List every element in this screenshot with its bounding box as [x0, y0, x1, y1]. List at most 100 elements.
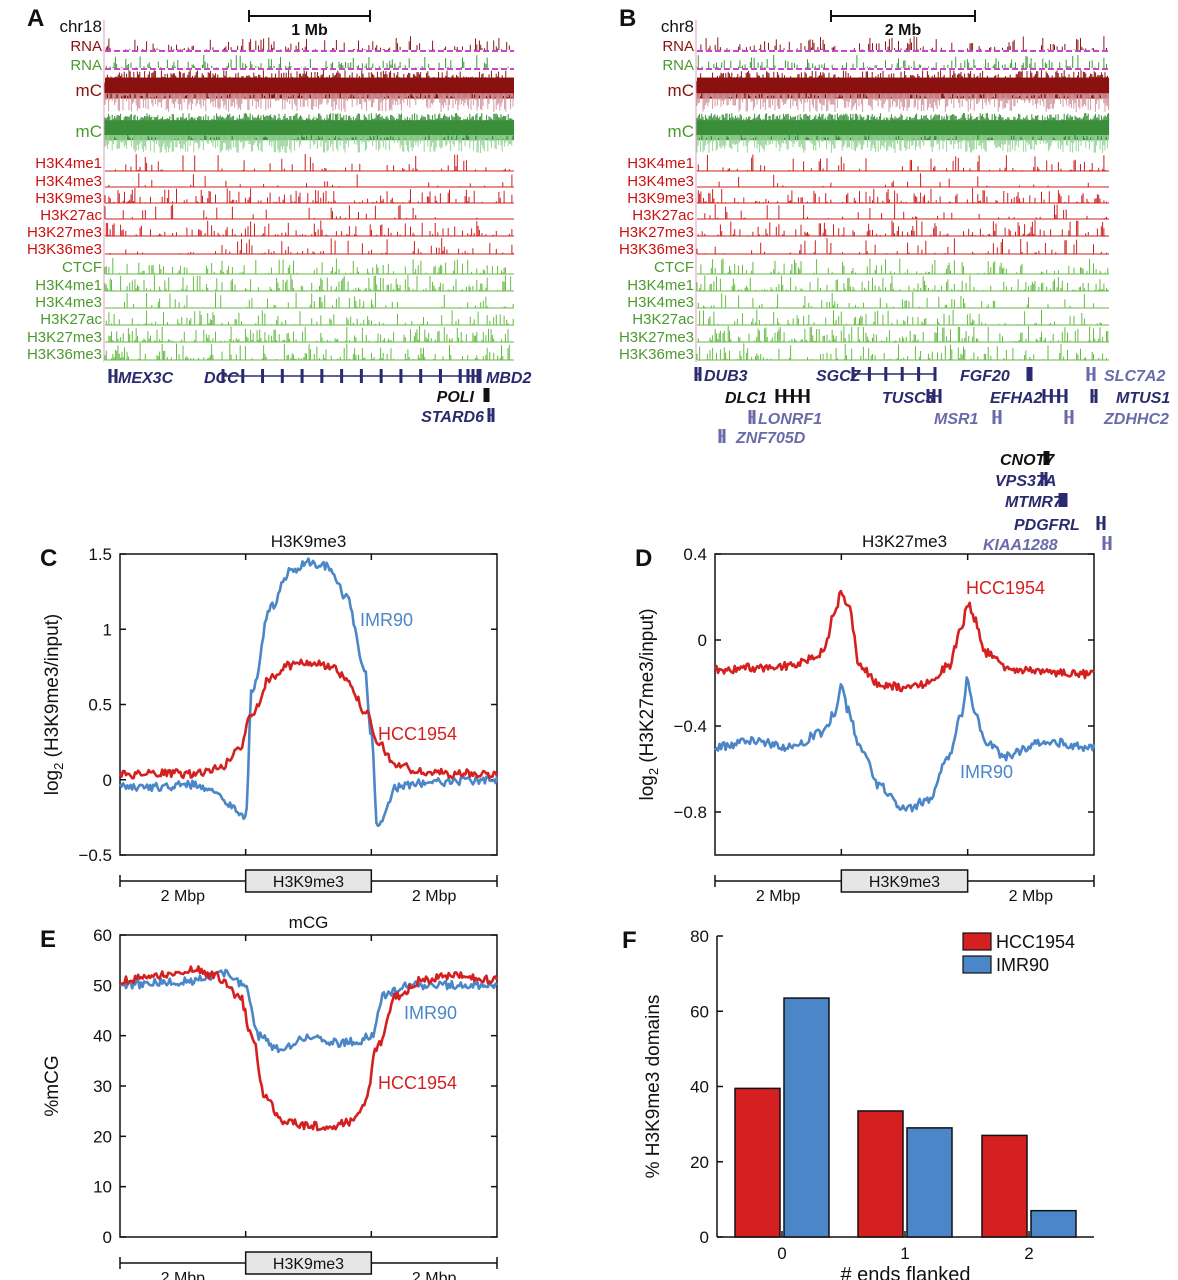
gene-exon [114, 369, 118, 383]
gene-exon [798, 389, 802, 403]
gene-exon [1090, 389, 1094, 403]
gene-sgcz: SGCZ [816, 367, 937, 385]
gene-label: ZDHHC2 [1103, 411, 1169, 428]
gene-exon [458, 369, 462, 383]
histone-signal [713, 173, 1089, 187]
left-flank-label: 2 Mbp [756, 888, 801, 905]
gene-label: POLI [437, 389, 475, 406]
domain-box [244, 869, 373, 893]
left-flank-label: 2 Mbp [161, 888, 206, 905]
y-axis-label: log2 (H3K9me3/input) [42, 614, 66, 796]
histone-signal [104, 238, 514, 254]
gene-label: KIAA1288 [983, 537, 1058, 554]
mc-lower-signal [104, 93, 514, 112]
bar-hcc1954-2 [981, 1134, 1028, 1238]
panel-letter: E [40, 926, 56, 953]
gene-exon [1057, 389, 1061, 403]
track-label: H3K4me1 [35, 277, 102, 294]
histone-signal [704, 204, 1107, 219]
right-flank-label: 2 Mbp [412, 1270, 457, 1280]
track-label: mC [668, 122, 694, 141]
track-label: mC [76, 81, 102, 100]
track-label: RNA [662, 38, 694, 55]
y-axis-label: log2 (H3K27me3/input) [637, 608, 661, 800]
track-label: mC [76, 122, 102, 141]
series-line-hcc1954 [713, 589, 1095, 693]
gene-exon [867, 367, 871, 381]
bar-imr90-2 [1030, 1209, 1077, 1238]
histone-signal [700, 258, 1109, 274]
series-line-hcc1954 [119, 965, 499, 1132]
gene-exon [783, 389, 787, 403]
series-label-imr90: IMR90 [960, 762, 1013, 782]
histone-signal [114, 154, 510, 171]
series-label-hcc1954: HCC1954 [966, 578, 1045, 598]
track-label: H3K27ac [632, 207, 694, 224]
histone-signal [697, 326, 1109, 342]
gene-exon [1108, 536, 1112, 550]
gene-exon [491, 408, 495, 422]
histone-signal [696, 275, 1109, 291]
gene-label: TUSC3 [882, 390, 935, 407]
mc-lower-signal [696, 135, 1110, 153]
plot-frame [714, 553, 1095, 856]
gene-exon [1092, 367, 1096, 381]
gene-exon [775, 389, 779, 403]
histone-signal [696, 343, 1107, 360]
gene-exon [791, 389, 794, 403]
gene-tusc3: TUSC3 [882, 389, 942, 407]
gene-exon [1064, 410, 1068, 424]
gene-efha2: EFHA2 [990, 389, 1068, 407]
gene-exon [932, 389, 936, 403]
gene-exon [1096, 516, 1100, 530]
gene-exon [917, 367, 921, 381]
y-tick-label: −0.5 [78, 846, 112, 865]
x-tick-label: 2 [1024, 1244, 1033, 1263]
gene-exon [1026, 367, 1030, 381]
track-label: CTCF [62, 259, 102, 276]
domain-box [840, 869, 969, 893]
histone-signal [697, 292, 1094, 308]
track-label: H3K4me3 [35, 294, 102, 311]
series-label-hcc1954: HCC1954 [378, 724, 457, 744]
gene-label: VPS37A [995, 473, 1056, 490]
gene-exon [698, 367, 702, 381]
gene-exon [320, 369, 324, 383]
y-tick-label: 0 [700, 1228, 709, 1247]
histone-signal [104, 275, 512, 291]
track-label: RNA [70, 38, 102, 55]
gene-poli: POLI [437, 388, 490, 406]
bar-imr90-1 [906, 1127, 953, 1238]
gene-mtus1: MTUS1 [1090, 389, 1170, 407]
scalebar-label: 2 Mb [885, 22, 922, 39]
gene-exon [399, 369, 403, 383]
series-line-hcc1954 [118, 658, 499, 780]
gene-label: DLC1 [725, 390, 767, 407]
y-tick-label: 0 [103, 1228, 112, 1247]
gene-mex3c: MEX3C [108, 369, 174, 387]
chromosome-label: chr18 [59, 17, 102, 36]
track-label: H3K27ac [40, 207, 102, 224]
histone-signal [108, 292, 514, 308]
histone-signal [104, 188, 513, 203]
gene-label: DCC [204, 370, 239, 387]
gene-lonrf1: LONRF1 [748, 410, 822, 428]
chart-c: H3K9me3 C −0.5 0 0.5 1 1.5 log2 (H3K9me3/input)… [40, 532, 499, 905]
track-label: H3K27me3 [619, 329, 694, 346]
gene-cnot7: CNOT7 [1000, 451, 1055, 469]
track-label: H3K4me3 [35, 173, 102, 190]
histone-signal [696, 154, 1106, 171]
chart-f: F 0 20 40 60 80 % H3K9me3 domains 0 1 2 # ends fla… [622, 927, 1094, 1280]
gene-label: MBD2 [486, 370, 531, 387]
y-tick-label: 1.5 [88, 545, 112, 564]
domain-box-label: H3K9me3 [273, 874, 344, 891]
gene-exon [1042, 389, 1046, 403]
y-tick-label: 60 [690, 1002, 709, 1021]
histone-signal [104, 204, 492, 219]
gene-exon [900, 367, 904, 381]
gene-exon [471, 369, 475, 383]
rna-signal [700, 36, 1107, 50]
track-label: H3K27me3 [27, 329, 102, 346]
track-label: H3K4me1 [627, 277, 694, 294]
